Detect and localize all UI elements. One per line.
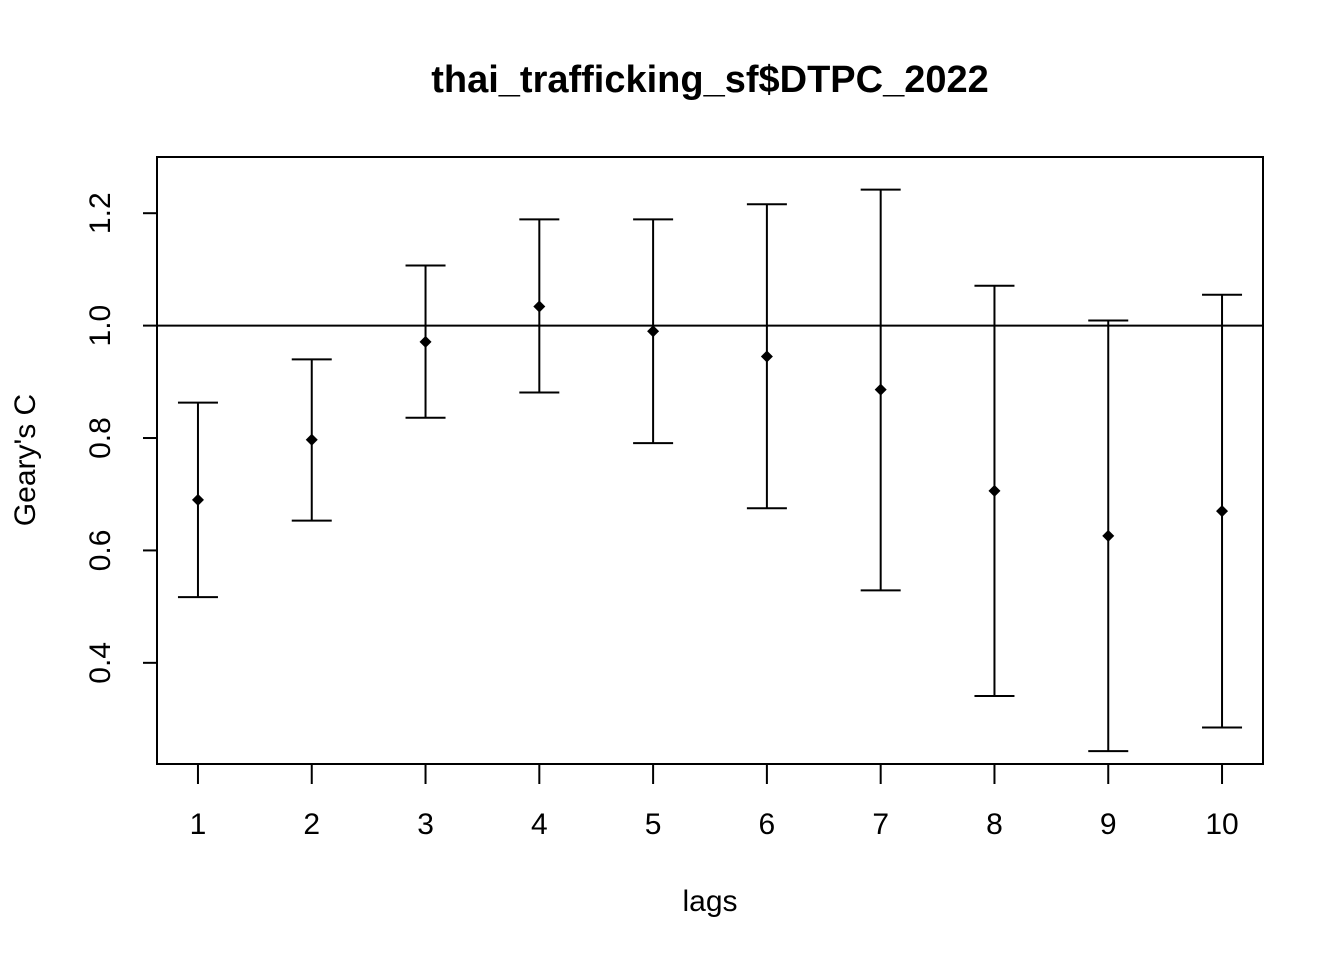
x-tick-label: 4 [531,808,548,841]
data-point [305,433,318,446]
data-point [1102,529,1115,542]
data-point [191,493,204,506]
data-point [419,335,432,348]
x-tick-label: 7 [872,808,889,841]
plot-frame [156,156,1264,765]
error-bars [177,188,1243,753]
y-tick-label: 1.2 [84,192,117,234]
data-point [1216,505,1229,518]
x-tick-label: 3 [417,808,434,841]
x-tick-label: 9 [1100,808,1117,841]
data-points [191,300,1229,542]
x-axis: 1 2 3 4 5 6 7 8 9 10 [190,763,1239,841]
data-point [988,484,1001,497]
x-tick-label: 5 [645,808,662,841]
data-point [874,383,887,396]
data-point [533,300,546,313]
y-tick-label: 0.4 [84,642,117,684]
x-tick-label: 8 [986,808,1003,841]
y-tick-label: 0.6 [84,530,117,572]
y-tick-label: 0.8 [84,417,117,459]
y-axis: 0.4 0.6 0.8 1.0 1.2 [84,192,158,684]
x-tick-label: 1 [190,808,207,841]
data-point [760,350,773,363]
y-axis-label: Geary's C [9,394,42,526]
x-tick-label: 10 [1205,808,1238,841]
x-tick-label: 2 [303,808,320,841]
data-point [647,325,660,338]
y-tick-label: 1.0 [84,305,117,347]
chart-title: thai_trafficking_sf$DTPC_2022 [431,59,989,101]
x-tick-label: 6 [759,808,776,841]
x-axis-label: lags [682,885,737,918]
